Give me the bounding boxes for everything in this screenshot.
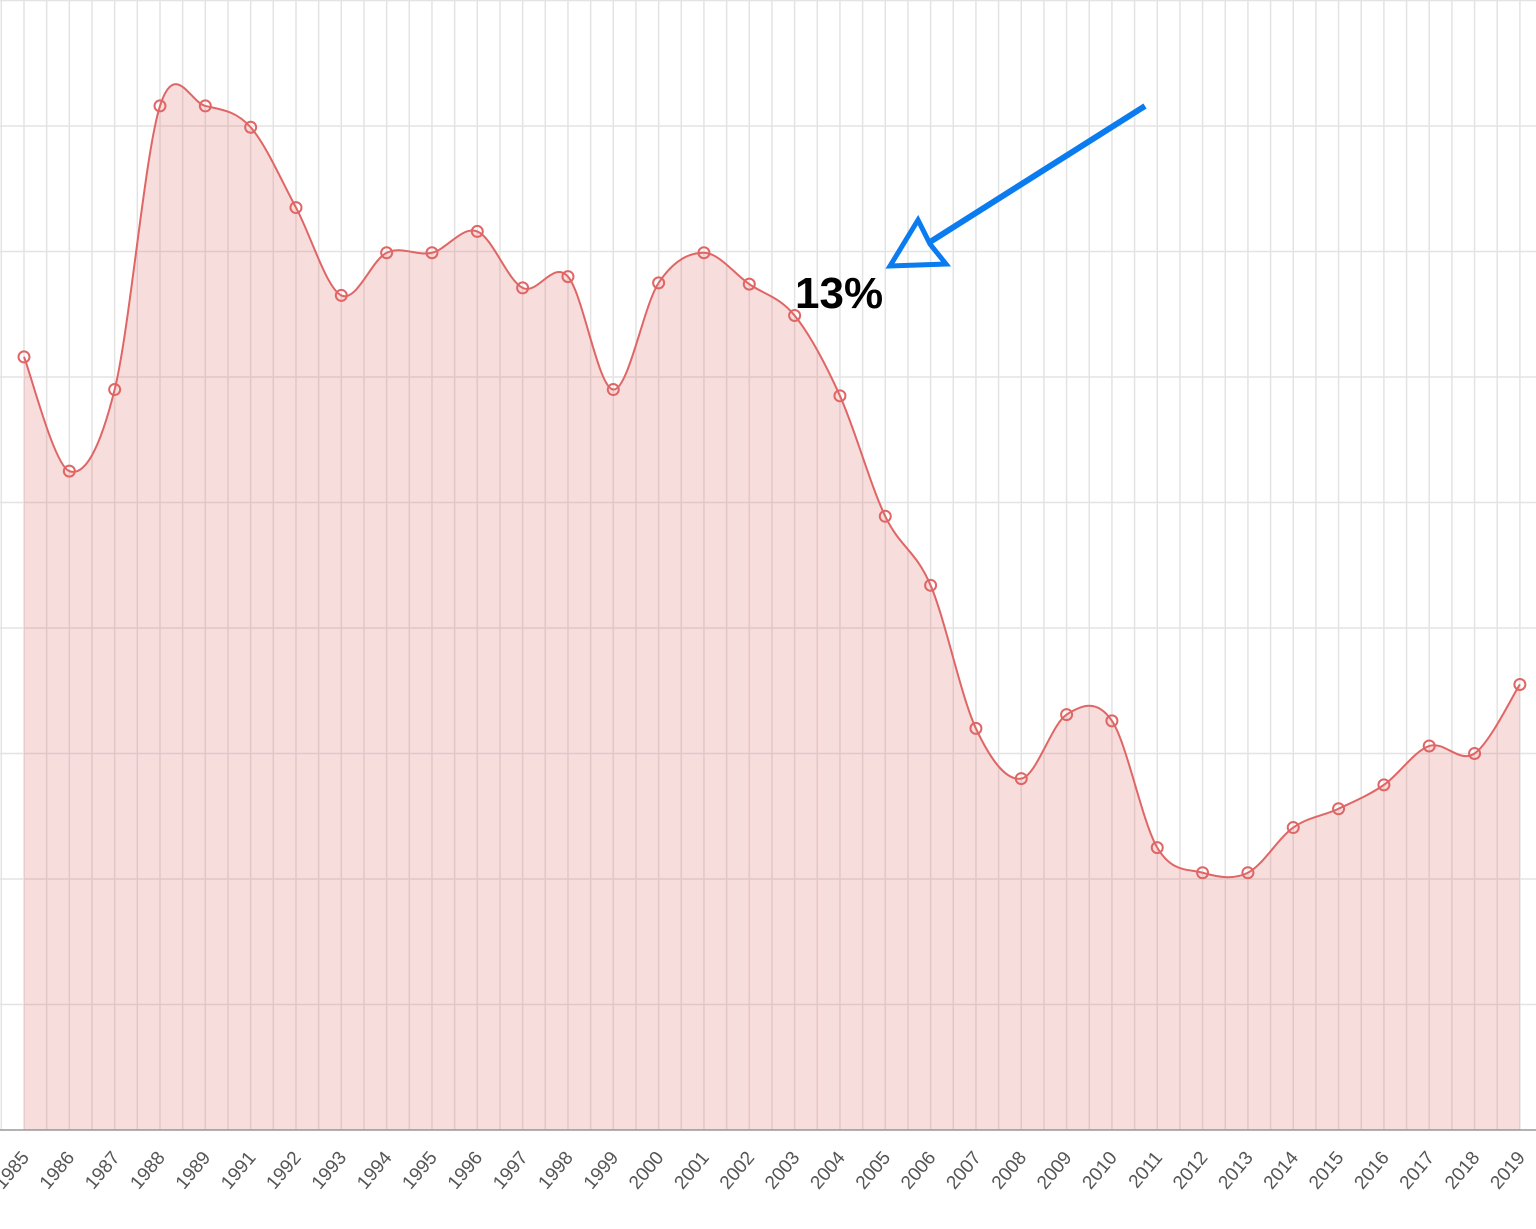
point xyxy=(561,270,575,284)
x-tick-label: 2002 xyxy=(716,1148,759,1194)
point xyxy=(244,120,258,134)
x-tick-label: 2001 xyxy=(671,1148,714,1194)
point xyxy=(833,389,847,403)
x-tick-label: 2011 xyxy=(1125,1148,1167,1193)
point xyxy=(425,246,439,260)
point xyxy=(1060,708,1074,722)
annotation-arrow xyxy=(885,103,1147,269)
point xyxy=(289,201,303,215)
point xyxy=(470,224,484,238)
plot xyxy=(17,83,1527,1130)
point xyxy=(1377,778,1391,792)
point xyxy=(516,281,530,295)
x-tick-label: 1987 xyxy=(81,1148,124,1194)
point xyxy=(1241,866,1255,880)
point xyxy=(788,309,802,323)
x-tick-label: 2016 xyxy=(1350,1148,1393,1194)
x-tick-label: 1989 xyxy=(172,1148,215,1194)
point xyxy=(1422,739,1436,753)
point xyxy=(1468,747,1482,760)
point xyxy=(1105,714,1119,728)
x-tick-label: 1998 xyxy=(535,1148,578,1194)
x-tick-label: 2005 xyxy=(852,1148,895,1194)
x-tick-label: 1993 xyxy=(308,1148,351,1194)
x-tick-label: 1985 xyxy=(0,1148,34,1194)
point xyxy=(1286,821,1300,835)
area xyxy=(24,84,1520,1130)
arrow-shaft xyxy=(928,103,1147,245)
x-tick-label: 2004 xyxy=(807,1147,851,1193)
x-tick-label: 2014 xyxy=(1260,1147,1304,1193)
x-tick-label: 1988 xyxy=(127,1148,170,1194)
point xyxy=(334,288,348,302)
point xyxy=(652,276,666,290)
point xyxy=(1014,772,1028,786)
x-tick-label: 1996 xyxy=(444,1148,487,1194)
point xyxy=(697,246,711,260)
x-tick-label: 2015 xyxy=(1305,1148,1348,1194)
point xyxy=(742,277,756,291)
grid xyxy=(0,0,1536,1131)
line xyxy=(23,83,1521,879)
x-tick-label: 1994 xyxy=(353,1147,397,1193)
point xyxy=(1150,841,1164,855)
point xyxy=(153,99,167,113)
point xyxy=(606,383,620,397)
point xyxy=(1513,677,1527,691)
x-tick-label: 2007 xyxy=(942,1148,985,1194)
point xyxy=(198,99,212,113)
point xyxy=(62,464,76,478)
x-tick-label: 1995 xyxy=(399,1148,442,1194)
point xyxy=(924,578,938,592)
arrow-head xyxy=(885,214,952,269)
x-tick-label: 1986 xyxy=(36,1148,79,1194)
x-tick-label: 1999 xyxy=(580,1148,623,1194)
x-tick-label: 1997 xyxy=(489,1148,532,1194)
x-tick-label: 2009 xyxy=(1033,1148,1076,1194)
annotation: 13% xyxy=(795,269,883,318)
point xyxy=(108,383,122,397)
point xyxy=(1196,866,1210,880)
x-tick-label: 2012 xyxy=(1169,1148,1212,1194)
x-tick-label: 2003 xyxy=(761,1148,804,1194)
x-tick-label: 1992 xyxy=(263,1148,306,1194)
point xyxy=(969,721,983,735)
point xyxy=(17,350,31,364)
x-tick-label: 2006 xyxy=(897,1148,940,1194)
x-tick-label: 2010 xyxy=(1078,1148,1121,1194)
point xyxy=(380,246,394,260)
point xyxy=(1332,802,1346,816)
x-tick-label: 2013 xyxy=(1214,1148,1257,1194)
x-tick-label: 2019 xyxy=(1486,1148,1529,1194)
point xyxy=(878,509,892,523)
x-tick-label: 2018 xyxy=(1441,1148,1484,1194)
x-tick-label: 2017 xyxy=(1396,1148,1439,1194)
x-tick-label: 2008 xyxy=(988,1148,1031,1194)
x-tick-label: 2000 xyxy=(625,1148,668,1194)
x-tick-label: 1991 xyxy=(217,1148,260,1194)
